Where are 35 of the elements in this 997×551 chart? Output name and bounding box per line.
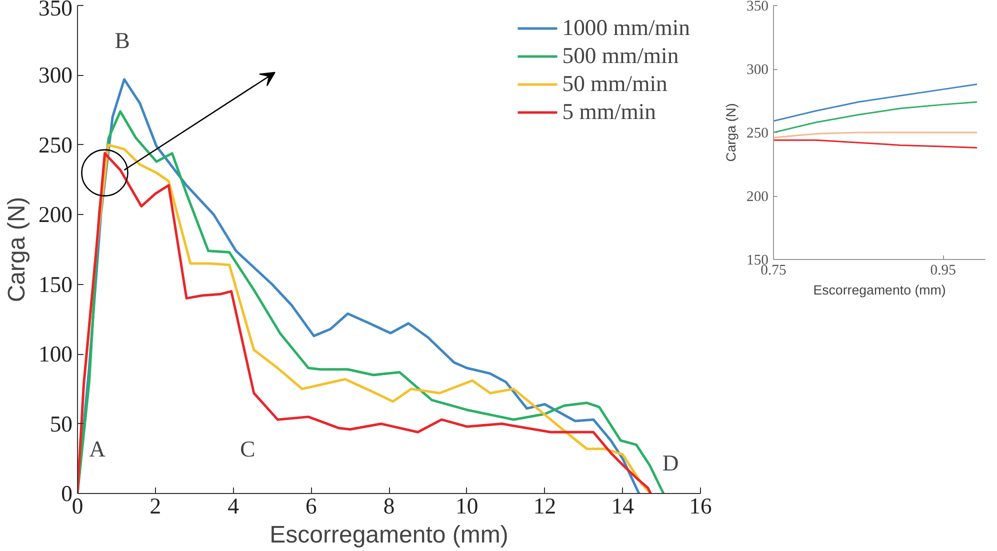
- y-tick-label: 250: [746, 126, 768, 142]
- line-series: [774, 139, 978, 148]
- x-tick-label: 2: [150, 494, 162, 518]
- x-tick-label: 14: [611, 494, 634, 518]
- y-tick-label: 200: [38, 202, 72, 228]
- x-axis-title: Escorregamento (mm): [270, 522, 508, 548]
- x-tick-label: 4: [228, 494, 239, 518]
- y-tick-label: 250: [38, 132, 72, 158]
- annotation: D: [662, 450, 679, 476]
- y-axis-title: Carga (N): [4, 196, 31, 302]
- annotation: C: [240, 436, 256, 462]
- legend-label: 5 mm/min: [562, 99, 656, 125]
- y-tick-label: 350: [38, 0, 72, 20]
- y-axis-title: Carga (N): [724, 103, 739, 162]
- legend-label: 1000 mm/min: [562, 15, 690, 41]
- annotation: B: [114, 28, 130, 53]
- x-tick-label: 12: [533, 494, 556, 518]
- y-tick-label: 200: [746, 189, 768, 205]
- y-tick-label: 350: [746, 0, 768, 14]
- y-tick-label: 150: [38, 272, 72, 297]
- y-tick-label: 300: [38, 62, 72, 88]
- legend-label: 50 mm/min: [562, 71, 668, 97]
- x-axis-title: Escorregamento (mm): [813, 282, 946, 298]
- y-tick-label: 50: [50, 411, 72, 436]
- annotation: A: [89, 436, 106, 462]
- x-tick-label: 6: [305, 494, 317, 518]
- x-tick-label: 10: [456, 494, 478, 518]
- y-tick-label: 300: [746, 62, 768, 78]
- line-series: [774, 83, 978, 122]
- x-tick-label: 0.95: [930, 262, 956, 278]
- x-tick-label: 8: [383, 494, 395, 518]
- y-tick-label: 100: [38, 342, 72, 367]
- x-tick-label: 16: [689, 494, 712, 518]
- line-series: [774, 101, 978, 134]
- legend-label: 500 mm/min: [562, 43, 679, 69]
